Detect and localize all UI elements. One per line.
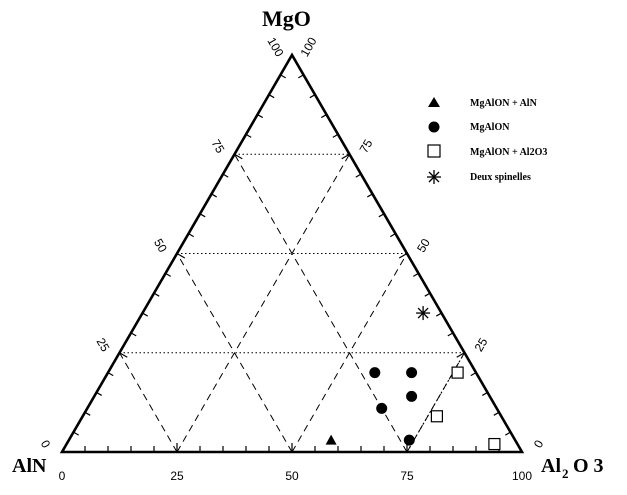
point-square-open-1 bbox=[451, 366, 464, 379]
tick-left-95 bbox=[280, 74, 286, 79]
point-circle-filled-3 bbox=[406, 390, 418, 402]
tick-right-30 bbox=[447, 332, 454, 337]
tick-label-right-50: 50 bbox=[414, 236, 433, 255]
tick-label-right-25: 25 bbox=[472, 335, 491, 354]
point-circle-filled-5 bbox=[403, 434, 415, 446]
tick-label-left-25: 25 bbox=[94, 335, 113, 354]
tick-right-80 bbox=[332, 133, 339, 138]
tick-label-bottom-25: 25 bbox=[170, 469, 184, 483]
tick-label-left-75: 75 bbox=[209, 137, 228, 156]
tick-right-40 bbox=[424, 292, 431, 297]
tick-label-left-50: 50 bbox=[151, 236, 170, 255]
region-boundary-line bbox=[406, 352, 522, 453]
tick-right-75 bbox=[341, 153, 350, 160]
tick-label-right-100: 100 bbox=[297, 35, 319, 60]
tick-left-90 bbox=[268, 94, 275, 99]
point-triangle-filled-1 bbox=[325, 434, 337, 445]
tick-left-15 bbox=[96, 391, 102, 396]
tick-right-10 bbox=[493, 411, 500, 416]
vertex-label-al2o3-subscript: 2 bbox=[562, 466, 569, 481]
point-asterisk-1 bbox=[416, 306, 431, 321]
region-boundary bbox=[406, 352, 522, 453]
legend-asterisk-icon bbox=[427, 170, 441, 184]
legend-square-icon bbox=[427, 144, 441, 158]
grid-line-al2o3-50 bbox=[291, 253, 408, 453]
tick-right-35 bbox=[436, 312, 442, 317]
tick-left-70 bbox=[222, 173, 229, 178]
tick-right-70 bbox=[355, 173, 362, 178]
tick-right-60 bbox=[378, 213, 385, 218]
legend-circle-icon bbox=[428, 121, 440, 133]
legend-item-mgalon-al2o3: MgAlON + Al2O3 bbox=[427, 144, 547, 158]
tick-left-25 bbox=[119, 352, 128, 358]
tick-left-65 bbox=[211, 193, 217, 198]
tick-right-50 bbox=[398, 252, 408, 259]
point-square-open-3 bbox=[488, 437, 501, 451]
tick-left-50 bbox=[176, 252, 186, 259]
tick-left-35 bbox=[142, 312, 148, 317]
axis-ticks bbox=[73, 74, 511, 452]
tick-left-85 bbox=[257, 114, 263, 119]
grid-line-al2o3-25 bbox=[176, 153, 350, 453]
tick-label-bottom-75: 75 bbox=[400, 469, 414, 483]
tick-label-bottom-100: 100 bbox=[512, 469, 532, 483]
tick-label-bottom-50: 50 bbox=[285, 469, 299, 483]
vertex-label-aln: AlN bbox=[12, 455, 47, 477]
tick-left-75 bbox=[234, 153, 243, 160]
vertex-label-al2o3-end: O 3 bbox=[573, 455, 604, 477]
tick-label-bottom-0: 0 bbox=[59, 469, 66, 483]
legend-label-mgalon-aln: MgAlON + AlN bbox=[470, 98, 538, 109]
tick-right-90 bbox=[309, 94, 316, 99]
tick-label-right-0: 0 bbox=[531, 437, 547, 450]
vertex-label-mgo: MgO bbox=[262, 6, 311, 31]
tick-left-5 bbox=[73, 431, 79, 436]
tick-right-55 bbox=[390, 233, 396, 238]
grid-line-aln-50 bbox=[176, 253, 293, 453]
tick-left-40 bbox=[153, 292, 160, 297]
legend-triangle-icon bbox=[428, 97, 440, 107]
legend-item-mgalon-aln: MgAlON + AlN bbox=[428, 97, 538, 109]
point-square-open-2 bbox=[430, 410, 443, 423]
tick-left-45 bbox=[165, 272, 171, 277]
tick-label-left-100: 100 bbox=[264, 35, 286, 60]
tick-left-80 bbox=[245, 133, 252, 138]
legend-label-mgalon: MgAlON bbox=[470, 122, 510, 133]
tick-right-65 bbox=[367, 193, 373, 198]
tick-right-20 bbox=[470, 372, 477, 377]
legend: MgAlON + AlN MgAlON MgAlON + Al2O3 Deux … bbox=[427, 97, 547, 184]
tick-right-15 bbox=[482, 391, 488, 396]
point-circle-filled-2 bbox=[406, 367, 418, 379]
data-points bbox=[325, 306, 501, 451]
tick-right-25 bbox=[456, 352, 465, 358]
point-circle-filled-4 bbox=[376, 402, 388, 414]
grid-line-aln-25 bbox=[234, 153, 408, 453]
legend-label-mgalon-al2o3: MgAlON + Al2O3 bbox=[470, 147, 547, 158]
tick-right-5 bbox=[505, 431, 511, 436]
tick-right-85 bbox=[321, 114, 327, 119]
grid-line-aln-75 bbox=[119, 352, 178, 453]
tick-label-left-0: 0 bbox=[38, 438, 54, 451]
legend-item-mgalon: MgAlON bbox=[428, 121, 510, 133]
tick-left-10 bbox=[84, 411, 91, 416]
legend-label-deux-spinelles: Deux spinelles bbox=[470, 172, 531, 183]
legend-item-deux-spinelles: Deux spinelles bbox=[427, 170, 531, 184]
grid-lines bbox=[119, 153, 465, 453]
tick-left-20 bbox=[107, 372, 114, 377]
asterisk-stroke-3 bbox=[417, 307, 429, 319]
tick-right-95 bbox=[298, 74, 304, 79]
tick-left-55 bbox=[188, 233, 194, 238]
tick-left-60 bbox=[199, 213, 206, 218]
vertex-label-al2o3-main: Al bbox=[541, 455, 561, 477]
tick-left-30 bbox=[130, 332, 137, 337]
vertex-label-al2o3: Al 2 O 3 bbox=[541, 455, 604, 481]
point-circle-filled-1 bbox=[369, 367, 381, 379]
tick-right-45 bbox=[413, 272, 419, 277]
tick-label-right-75: 75 bbox=[357, 137, 376, 156]
